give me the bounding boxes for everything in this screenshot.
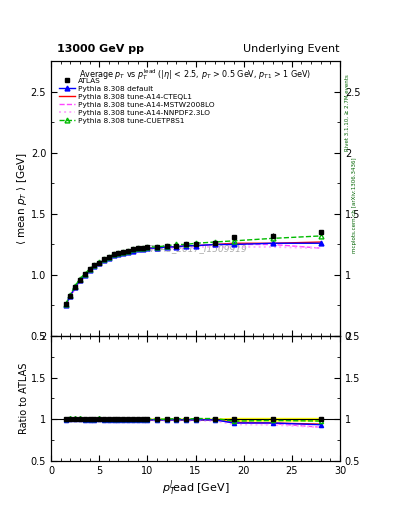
- X-axis label: $p_T^l\!$ead [GeV]: $p_T^l\!$ead [GeV]: [162, 478, 229, 498]
- Legend: ATLAS, Pythia 8.308 default, Pythia 8.308 tune-A14-CTEQL1, Pythia 8.308 tune-A14: ATLAS, Pythia 8.308 default, Pythia 8.30…: [58, 76, 217, 125]
- Text: Underlying Event: Underlying Event: [243, 44, 340, 54]
- Text: mcplots.cern.ch [arXiv:1306.3436]: mcplots.cern.ch [arXiv:1306.3436]: [352, 157, 357, 252]
- Y-axis label: $\langle$ mean $p_T$ $\rangle$ [GeV]: $\langle$ mean $p_T$ $\rangle$ [GeV]: [15, 152, 29, 245]
- Y-axis label: Ratio to ATLAS: Ratio to ATLAS: [20, 362, 29, 434]
- Text: ATLAS_2017_I1509919: ATLAS_2017_I1509919: [144, 244, 247, 252]
- Text: Rivet 3.1.10, ≥ 2.7M events: Rivet 3.1.10, ≥ 2.7M events: [345, 74, 350, 151]
- Text: Average $p_T$ vs $p_T^{\mathrm{lead}}$ ($|\eta|$ < 2.5, $p_T$ > 0.5 GeV, $p_{T1}: Average $p_T$ vs $p_T^{\mathrm{lead}}$ (…: [79, 67, 312, 82]
- Text: 13000 GeV pp: 13000 GeV pp: [57, 44, 144, 54]
